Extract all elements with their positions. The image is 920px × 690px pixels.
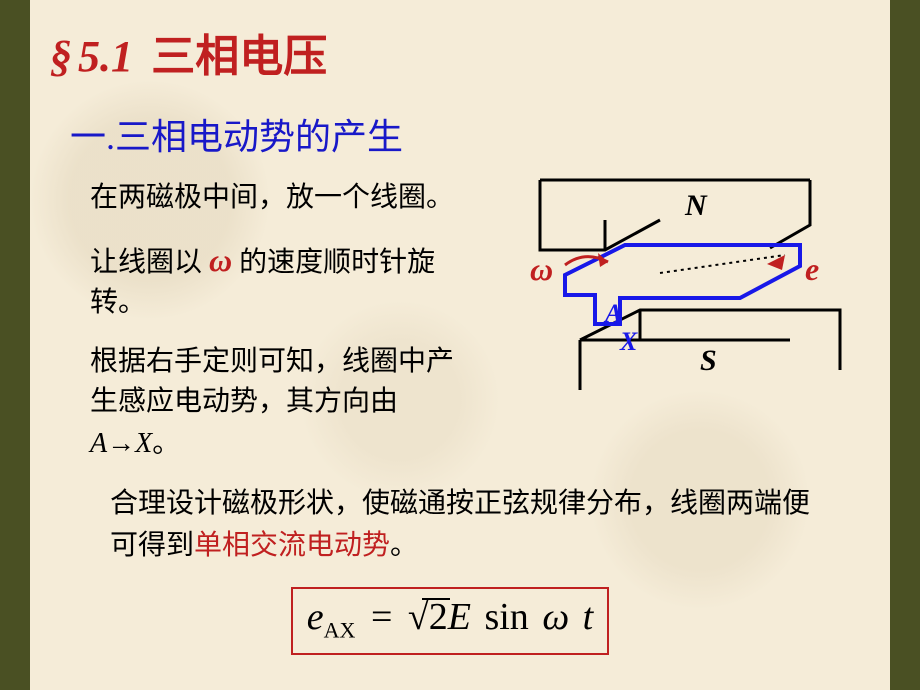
p4-post: 。 bbox=[390, 530, 418, 561]
omega-symbol: ω bbox=[209, 242, 232, 278]
paragraph-2: 让线圈以 ω 的速度顺时针旋转。 bbox=[90, 237, 470, 324]
emf-dotted-line bbox=[660, 255, 785, 273]
a-label: A bbox=[603, 299, 622, 328]
body-area: 在两磁极中间，放一个线圈。 让线圈以 ω 的速度顺时针旋转。 根据右手定则可知，… bbox=[50, 160, 850, 465]
p3-arrow: → bbox=[107, 427, 135, 458]
formula-row: eAX = √2E sin ω t bbox=[50, 567, 850, 656]
formula-sin: sin bbox=[484, 596, 528, 638]
sqrt-symbol: √ bbox=[408, 596, 429, 638]
p3-var-A: A bbox=[90, 428, 107, 459]
omega-label: ω bbox=[530, 251, 553, 287]
paragraph-3: 根据右手定则可知，线圈中产生感应电动势，其方向由 A→X。 bbox=[90, 342, 470, 465]
n-label: N bbox=[684, 189, 708, 222]
p4-highlight: 单相交流电动势 bbox=[194, 530, 390, 561]
formula-E: E bbox=[448, 596, 471, 638]
p3-pre: 根据右手定则可知，线圈中产生感应电动势，其方向由 bbox=[90, 346, 454, 418]
slide-content: §5.1 三相电压 一.三相电动势的产生 在两磁极中间，放一个线圈。 让线圈以 … bbox=[30, 0, 890, 675]
sqrt-arg: 2 bbox=[429, 596, 448, 638]
text-column: 在两磁极中间，放一个线圈。 让线圈以 ω 的速度顺时针旋转。 根据右手定则可知，… bbox=[50, 160, 510, 465]
formula-box: eAX = √2E sin ω t bbox=[291, 587, 609, 656]
subtitle: 一.三相电动势的产生 bbox=[70, 108, 850, 160]
formula-t: t bbox=[583, 596, 594, 638]
p3-post: 。 bbox=[152, 428, 180, 459]
e-label: e bbox=[805, 251, 819, 287]
p1-text: 在两磁极中间，放一个线圈。 bbox=[90, 182, 454, 213]
formula-omega: ω bbox=[542, 596, 569, 638]
paragraph-4: 合理设计磁极形状，使磁通按正弦规律分布，线圈两端便可得到单相交流电动势。 bbox=[110, 483, 810, 567]
formula-sqrt: √2 bbox=[408, 595, 448, 639]
formula-e: e bbox=[307, 596, 324, 638]
paragraph-1: 在两磁极中间，放一个线圈。 bbox=[90, 178, 500, 219]
s-label: S bbox=[700, 344, 717, 377]
e-arrowhead bbox=[767, 255, 785, 270]
diagram-column: N S ω e A X bbox=[510, 160, 850, 465]
formula-eq: = bbox=[371, 596, 392, 638]
n-pole bbox=[540, 180, 810, 250]
section-symbol: § bbox=[50, 32, 72, 81]
subtitle-prefix: 一. bbox=[70, 117, 115, 157]
formula-sub: AX bbox=[324, 617, 356, 642]
generator-diagram: N S ω e A X bbox=[510, 170, 850, 400]
x-label: X bbox=[619, 327, 638, 356]
section-title-text: 三相电压 bbox=[151, 32, 327, 81]
subtitle-text: 三相电动势的产生 bbox=[115, 117, 403, 157]
section-number: 5.1 bbox=[78, 32, 133, 81]
section-title: §5.1 三相电压 bbox=[50, 20, 850, 84]
p2-pre: 让线圈以 bbox=[90, 247, 202, 278]
p3-var-X: X bbox=[135, 428, 152, 459]
